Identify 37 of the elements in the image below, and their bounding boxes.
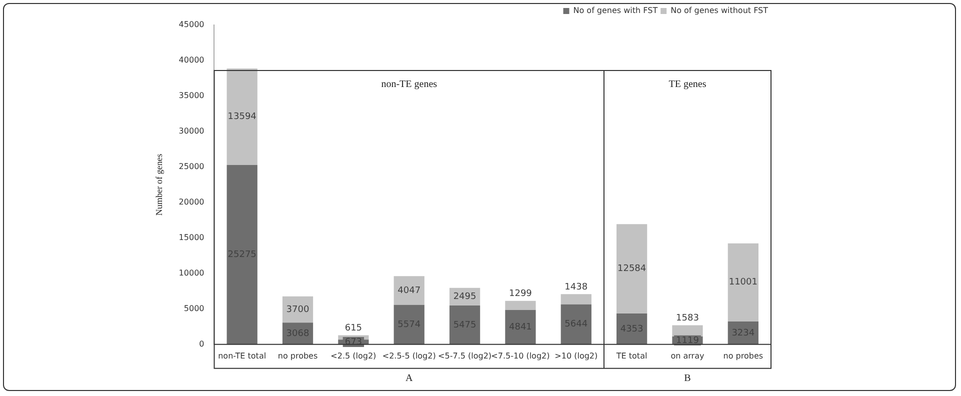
data-label: 2495 [453, 292, 476, 302]
x-tick-label: <2.5 (log2) [330, 351, 376, 360]
x-tick-label: TE total [615, 351, 648, 360]
x-tick-label: >10 (log2) [554, 351, 598, 360]
legend-label: No of genes without FST [670, 6, 768, 16]
y-tick-label: 10000 [178, 268, 204, 278]
text: A [405, 373, 414, 384]
legend-label: No of genes with FST [573, 6, 658, 16]
annotation: TE genes [668, 79, 706, 90]
data-label: 615 [344, 324, 362, 334]
x-tick-label: no probes [278, 351, 318, 360]
annotation: non-TE genes [381, 79, 438, 90]
data-label: 11001 [728, 278, 758, 288]
y-tick-label: 5000 [184, 304, 204, 313]
y-tick-label: 35000 [178, 91, 204, 100]
y-tick-label: 40000 [178, 56, 204, 65]
data-label: 1299 [509, 289, 532, 300]
data-label: 4047 [398, 286, 421, 296]
y-tick-label: 0 [199, 339, 204, 348]
y-tick-label: 15000 [178, 233, 204, 242]
x-tick-label: <2.5-5 (log2) [382, 351, 436, 360]
y-tick-label: 25000 [178, 162, 204, 172]
x-tick-label: on array [670, 351, 704, 360]
data-label: 13594 [228, 112, 257, 122]
x-tick-label: non-TE total [218, 351, 266, 360]
data-label: 12584 [617, 264, 646, 274]
text: B [684, 373, 692, 384]
data-label: 3700 [286, 304, 310, 315]
data-label: 1583 [676, 314, 699, 324]
x-tick-label: <5-7.5 (log2) [438, 351, 492, 360]
x-tick-label: <7.5-10 (log2) [491, 351, 550, 360]
y-tick-label: 45000 [178, 20, 204, 30]
x-tick-label: no probes [723, 351, 764, 360]
y-axis-title: Number of genes [154, 153, 164, 216]
data-label: 1438 [564, 282, 588, 292]
y-tick-label: 30000 [178, 126, 204, 136]
y-tick-label: 20000 [178, 198, 204, 207]
